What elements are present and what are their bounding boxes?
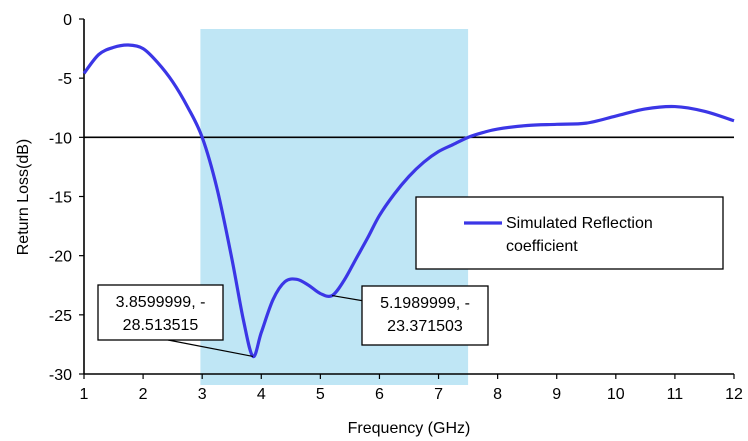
axis-label-layer: Frequency (GHz) Return Loss(dB): [15, 139, 470, 437]
y-tick-label: -5: [58, 71, 72, 88]
series-layer: [82, 43, 735, 359]
y-tick-label: -30: [49, 367, 72, 384]
y-tick-label: -20: [49, 249, 72, 266]
x-tick-label: 6: [375, 386, 384, 403]
y-tick-label: -10: [49, 130, 72, 147]
series-line: [82, 43, 735, 359]
legend-label: Simulated Reflection: [506, 215, 653, 232]
annotation-label: 28.513515: [123, 317, 199, 334]
axes-layer: 1 2 3 4 5 6 7 8 9 10 11 120-5-10-15-20-25-30: [49, 12, 743, 403]
x-tick-label: 4: [257, 386, 266, 403]
x-tick-label: 7: [434, 386, 443, 403]
legend-box: [415, 196, 724, 270]
annotation-leader: [167, 339, 254, 357]
y-tick-label: -15: [49, 190, 72, 207]
x-axis-label: Frequency (GHz): [348, 420, 471, 437]
annotation-label: 5.1989999, -: [380, 295, 470, 312]
x-tick-label: 10: [607, 386, 625, 403]
legend-label: coefficient: [506, 238, 578, 255]
annotation-label: 3.8599999, -: [116, 294, 206, 311]
x-tick-label: 11: [667, 386, 684, 403]
x-tick-label: 2: [139, 386, 148, 403]
x-tick-label: 9: [552, 386, 561, 403]
annotation-label: 23.371503: [387, 318, 463, 335]
x-tick-label: 3: [198, 386, 207, 403]
x-tick-label: 5: [316, 386, 325, 403]
y-axis-label: Return Loss(dB): [15, 139, 32, 256]
annotation-layer: 3.8599999, - 28.513515 5.1989999, - 23.3715…: [97, 284, 489, 357]
x-tick-label: 12: [725, 386, 743, 403]
y-tick-label: 0: [63, 12, 72, 29]
x-tick-label: 1: [80, 386, 89, 403]
annotation-box: [361, 285, 489, 346]
y-tick-label: -25: [49, 308, 72, 325]
x-tick-label: 8: [493, 386, 502, 403]
legend-layer: Simulated Reflection coefficient: [415, 196, 724, 270]
annotation-box: [97, 284, 224, 341]
